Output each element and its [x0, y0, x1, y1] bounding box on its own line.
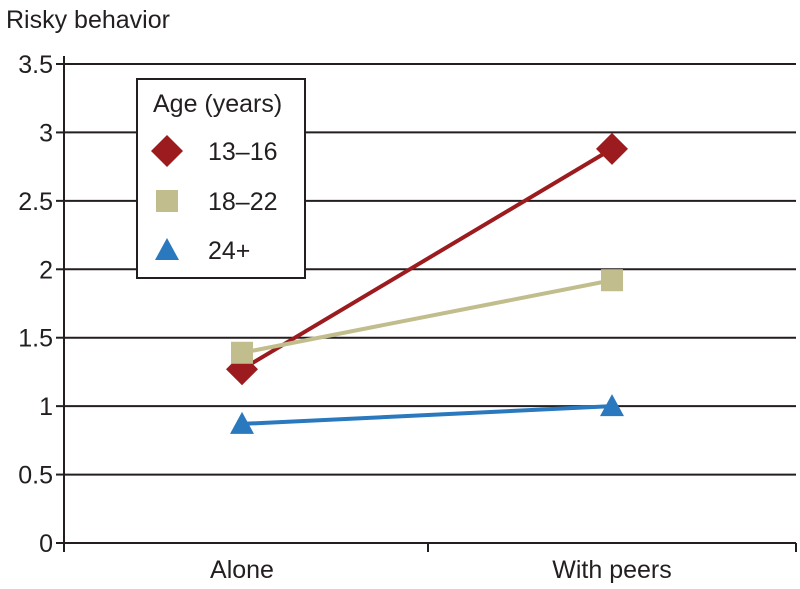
data-point — [601, 269, 623, 292]
legend-label: 13–16 — [208, 138, 278, 166]
y-tick-label: 0 — [39, 530, 53, 558]
series-line — [240, 147, 614, 371]
x-category-label: With peers — [552, 556, 671, 584]
y-tick-label: 1 — [39, 393, 53, 421]
x-category-labels: Alone With peers — [210, 556, 672, 584]
legend-label: 18–22 — [208, 188, 278, 216]
y-tick-labels: 0 0.5 1 1.5 2 2.5 3 3.5 — [18, 51, 53, 558]
y-tick-label: 3.5 — [18, 51, 53, 79]
legend-swatch-2 — [155, 238, 179, 260]
y-tick-label: 2.5 — [18, 188, 53, 216]
y-tick-label: 3 — [39, 119, 53, 147]
y-tick-label: 2 — [39, 256, 53, 284]
axes — [56, 56, 797, 552]
legend-swatch-1 — [156, 190, 178, 212]
data-point — [600, 394, 624, 417]
y-axis-title: Risky behavior — [6, 6, 170, 34]
series-1 — [231, 269, 623, 364]
data-point — [596, 132, 628, 165]
legend-label: 24+ — [208, 237, 250, 265]
data-point — [230, 411, 254, 434]
y-tick-label: 0.5 — [18, 462, 53, 490]
series-line — [241, 404, 613, 426]
data-point — [231, 341, 253, 364]
series-lines — [226, 132, 628, 434]
series-line — [241, 278, 613, 355]
x-category-label: Alone — [210, 556, 274, 584]
legend-title: Age (years) — [153, 90, 282, 118]
legend: Age (years) 13–16 18–22 24+ — [136, 78, 306, 279]
y-tick-label: 1.5 — [18, 325, 53, 353]
legend-swatch-0 — [151, 135, 183, 167]
series-2 — [230, 394, 624, 434]
